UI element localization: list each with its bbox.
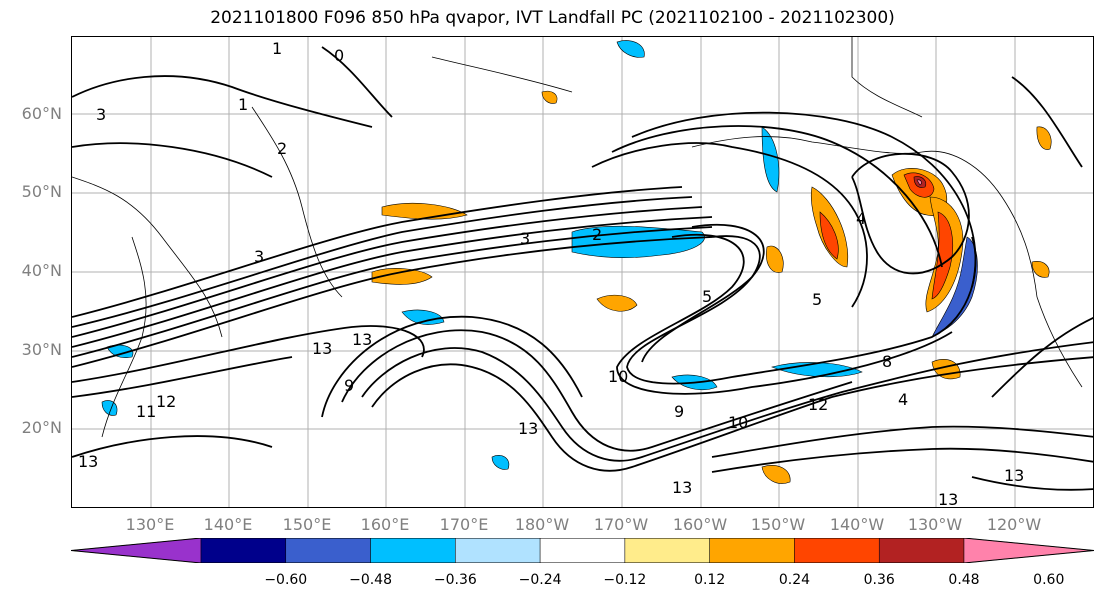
colorbar — [71, 538, 1094, 563]
map-canvas: 1 0 1 3 2 3 2 3 5 4 5 13 13 9 12 11 13 1… — [72, 37, 1093, 508]
map-panel: 1 0 1 3 2 3 2 3 5 4 5 13 13 9 12 11 13 1… — [71, 36, 1094, 508]
colorbar-tick: 0.12 — [694, 572, 726, 588]
contour-label: 5 — [812, 290, 822, 309]
lon-label-150e: 150°E — [282, 515, 332, 534]
contour-label: 1 — [238, 95, 248, 114]
contour-label: 2 — [277, 139, 287, 158]
contour-label: 4 — [856, 209, 866, 228]
colorbar-tick: −0.12 — [603, 572, 647, 588]
contour-label: 12 — [808, 395, 828, 414]
contour-label: 3 — [96, 105, 106, 124]
lon-label-140w: 140°W — [829, 515, 885, 534]
contour-label: 10 — [608, 367, 628, 386]
colorbar-tick: −0.48 — [349, 572, 392, 588]
lat-label-20n: 20°N — [21, 418, 62, 437]
lon-label-170e: 170°E — [439, 515, 489, 534]
contour-label: 13 — [352, 330, 372, 349]
contour-label: 9 — [344, 376, 354, 395]
lon-label-130w: 130°W — [907, 515, 963, 534]
lon-label-160w: 160°W — [672, 515, 728, 534]
lon-label-150w: 150°W — [750, 515, 806, 534]
lat-label-50n: 50°N — [21, 182, 62, 201]
contour-lines — [72, 46, 1093, 491]
colorbar-tick: 0.24 — [778, 572, 811, 588]
colorbar-tick: −0.60 — [264, 572, 308, 588]
contour-label-group: 1 0 1 3 2 3 2 3 5 4 5 13 13 9 12 11 13 1… — [78, 39, 1024, 508]
colorbar-segment — [624, 538, 710, 563]
contour-label: 13 — [672, 478, 692, 497]
colorbar-segment — [709, 538, 795, 563]
lon-label-140e: 140°E — [203, 515, 253, 534]
colorbar-tick: −0.36 — [433, 572, 477, 588]
colorbar-extend-min — [71, 538, 202, 563]
contour-label: 9 — [674, 402, 684, 421]
lat-label-40n: 40°N — [21, 261, 62, 280]
colorbar-tick: 0.60 — [1033, 572, 1065, 588]
contour-label: 4 — [898, 390, 908, 409]
contour-label: 13 — [1004, 466, 1024, 485]
colorbar-segment — [455, 538, 541, 563]
contour-label: 8 — [882, 352, 892, 371]
contour-label: 13 — [312, 339, 332, 358]
lon-label-170w: 170°W — [593, 515, 649, 534]
colorbar-segment — [794, 538, 880, 563]
colorbar-segment — [878, 538, 965, 563]
contour-label: 2 — [592, 225, 602, 244]
colorbar-segment — [370, 538, 456, 563]
contour-label: 0 — [334, 46, 344, 65]
contour-label: 10 — [728, 413, 748, 432]
contour-label: 3 — [254, 247, 264, 266]
lon-label-130e: 130°E — [125, 515, 175, 534]
contour-label: 13 — [78, 452, 98, 471]
colorbar-segment — [285, 538, 371, 563]
colorbar-segment — [539, 538, 626, 563]
colorbar-tick: −0.24 — [518, 572, 562, 588]
lon-label-180w: 180°W — [514, 515, 570, 534]
lon-label-160e: 160°E — [360, 515, 410, 534]
coastlines — [72, 37, 1083, 438]
contour-label: 13 — [518, 419, 538, 438]
lat-label-60n: 60°N — [21, 104, 62, 123]
contour-label: 1 — [272, 39, 282, 58]
contour-label: 13 — [938, 490, 958, 508]
colorbar-tick: 0.48 — [948, 572, 980, 588]
colorbar-extend-max — [963, 538, 1094, 563]
colorbar-tick: 0.36 — [863, 572, 895, 588]
contour-label: 5 — [702, 287, 712, 306]
colorbar-segment — [200, 538, 287, 563]
contour-label: 3 — [520, 229, 530, 248]
lat-label-30n: 30°N — [21, 340, 62, 359]
contour-label: 11 — [136, 402, 156, 421]
plot-title: 2021101800 F096 850 hPa qvapor, IVT Land… — [210, 8, 895, 28]
contour-label: 12 — [156, 392, 176, 411]
lon-label-120w: 120°W — [986, 515, 1042, 534]
